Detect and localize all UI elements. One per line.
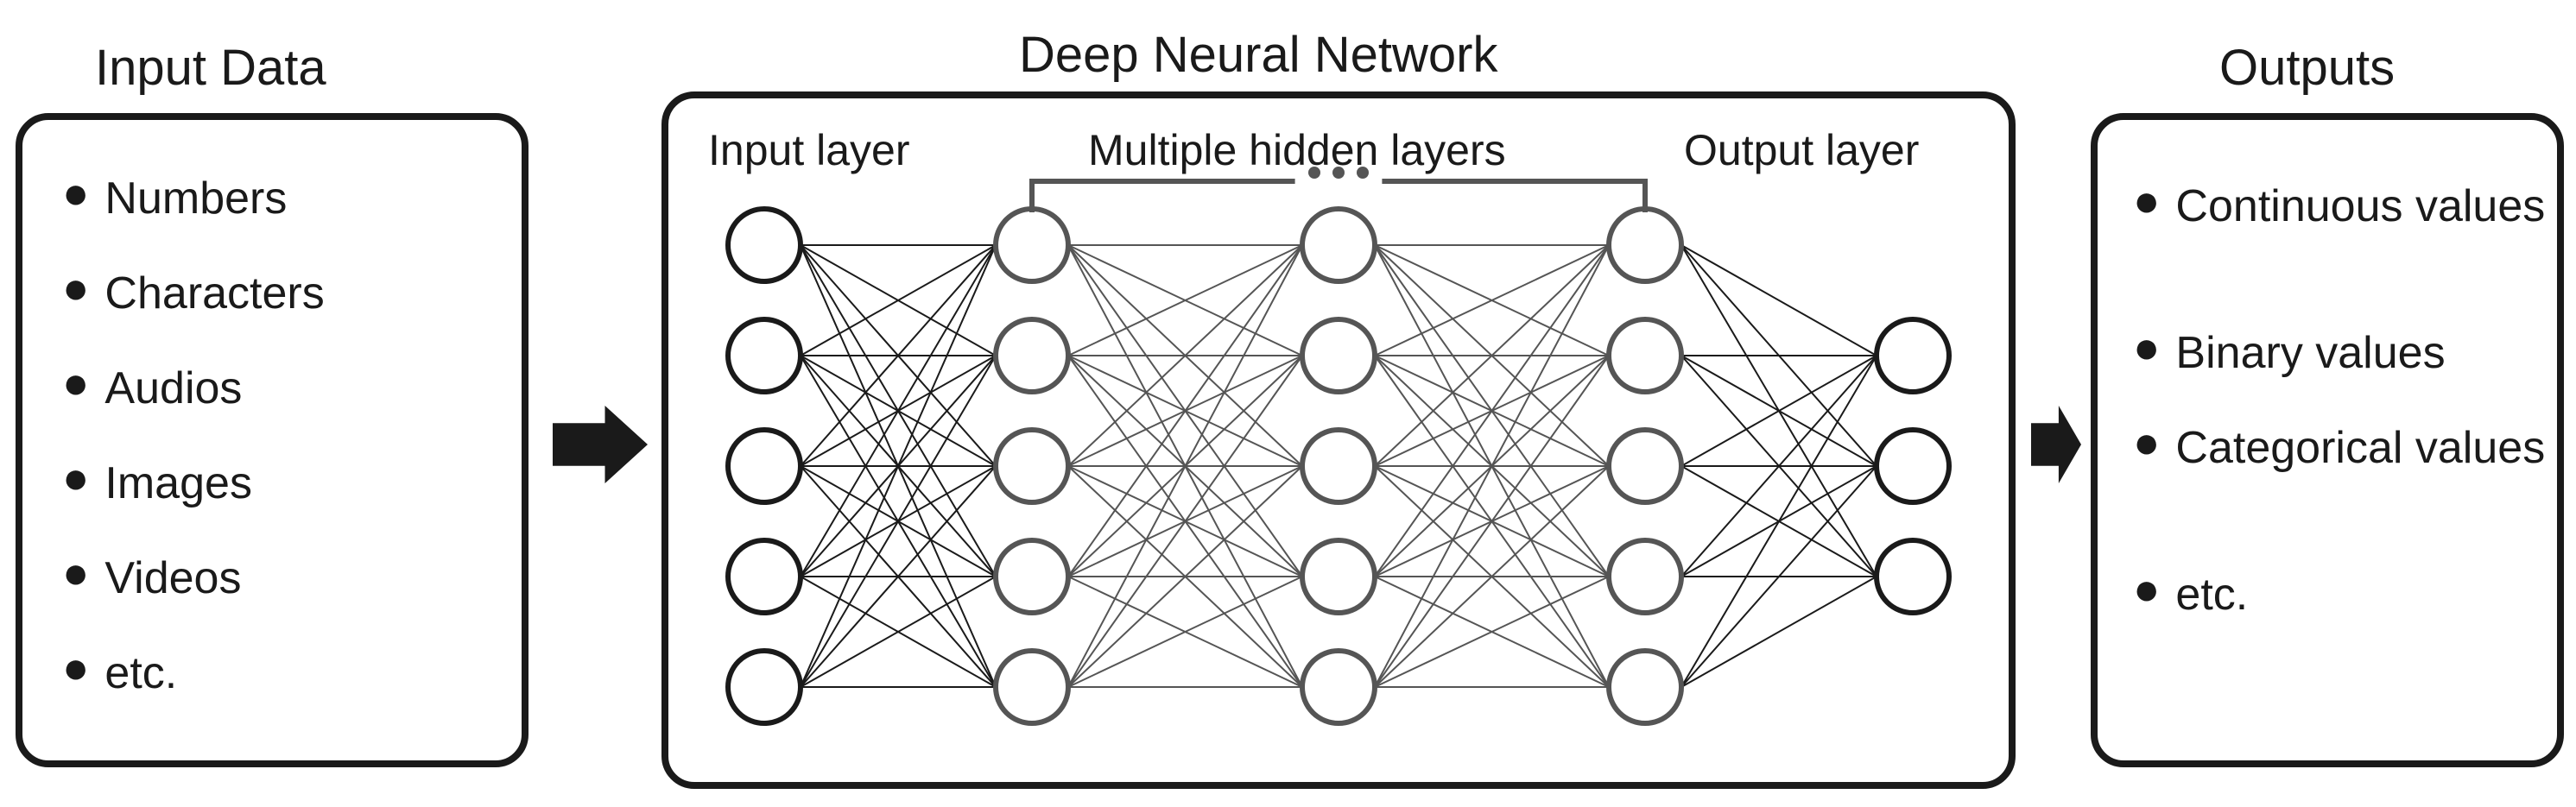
bullet-icon: ●	[62, 168, 89, 218]
bullet-icon: ●	[62, 263, 89, 313]
neuron-hidden3	[1609, 651, 1681, 723]
diagram-canvas: Input Data Deep Neural Network Outputs I…	[0, 0, 2576, 807]
neuron-hidden2	[1302, 430, 1375, 502]
bullet-icon: ●	[2133, 176, 2160, 226]
list-text: Images	[104, 458, 252, 508]
neuron-hidden3	[1609, 319, 1681, 392]
input-list-item: ●etc.	[62, 647, 177, 699]
neuron-input	[728, 209, 801, 281]
neuron-input	[728, 430, 801, 502]
neuron-output	[1877, 430, 1949, 502]
output-list-item: ● etc.	[2133, 561, 2576, 628]
bullet-icon: ●	[62, 358, 89, 408]
neuron-hidden1	[996, 651, 1068, 723]
label-input-layer: Input layer	[708, 125, 909, 175]
bullet-icon: ●	[2133, 564, 2160, 615]
neuron-hidden2	[1302, 540, 1375, 613]
output-list-item: ● Binary values	[2133, 319, 2576, 387]
neuron-hidden3	[1609, 209, 1681, 281]
label-output-layer: Output layer	[1684, 125, 1919, 175]
input-list-item: ●Images	[62, 457, 252, 509]
neuron-hidden1	[996, 540, 1068, 613]
list-text: Binary values	[2175, 328, 2445, 378]
diagram-svg	[0, 0, 2576, 807]
neuron-hidden1	[996, 319, 1068, 392]
bullet-icon: ●	[2133, 323, 2160, 373]
bullet-icon: ●	[2133, 418, 2160, 468]
output-list-item: ● Continuous values	[2133, 173, 2576, 240]
label-hidden-layers: Multiple hidden layers	[1088, 125, 1506, 175]
arrow-left-icon	[553, 406, 648, 483]
neuron-hidden2	[1302, 651, 1375, 723]
input-list-item: ●Numbers	[62, 173, 287, 224]
list-text: etc.	[2175, 570, 2248, 620]
list-text: Characters	[104, 268, 324, 318]
bullet-icon: ●	[62, 643, 89, 693]
neuron-output	[1877, 319, 1949, 392]
bullet-icon: ●	[62, 453, 89, 503]
bullet-icon: ●	[62, 548, 89, 598]
list-text: Categorical values	[2175, 423, 2545, 473]
list-text: Videos	[104, 553, 241, 603]
neuron-input	[728, 319, 801, 392]
input-list-item: ●Videos	[62, 552, 241, 604]
neuron-hidden1	[996, 209, 1068, 281]
list-text: Numbers	[104, 173, 287, 224]
title-outputs: Outputs	[2219, 39, 2395, 97]
neuron-hidden2	[1302, 209, 1375, 281]
neuron-hidden1	[996, 430, 1068, 502]
neuron-hidden3	[1609, 430, 1681, 502]
list-text: Continuous values	[2175, 181, 2545, 231]
neuron-hidden3	[1609, 540, 1681, 613]
input-list-item: ●Audios	[62, 363, 242, 414]
list-text: etc.	[104, 648, 177, 698]
neuron-output	[1877, 540, 1949, 613]
output-list-item: ● Categorical values	[2133, 414, 2576, 482]
neuron-input	[728, 651, 801, 723]
neuron-input	[728, 540, 801, 613]
title-input-data: Input Data	[95, 39, 326, 97]
arrow-right-icon	[2031, 406, 2081, 483]
title-dnn: Deep Neural Network	[1019, 26, 1497, 84]
neuron-hidden2	[1302, 319, 1375, 392]
input-list-item: ●Characters	[62, 268, 325, 319]
list-text: Audios	[104, 363, 242, 413]
